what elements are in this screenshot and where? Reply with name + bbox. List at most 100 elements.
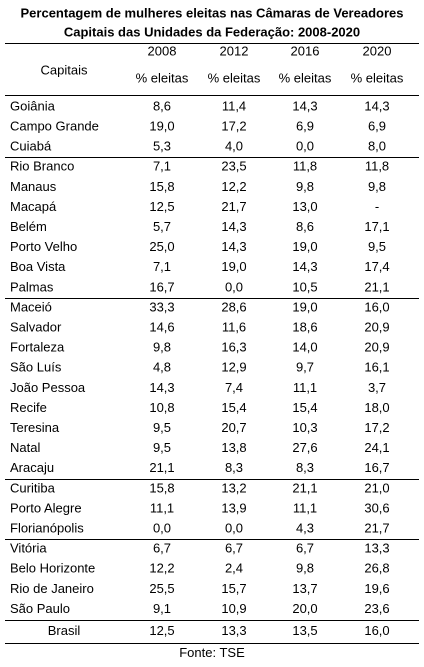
cell: 15,7 [221, 581, 246, 596]
capital-name: Natal [10, 440, 40, 455]
cell: 0,0 [296, 139, 314, 154]
cell: 21,1 [364, 279, 389, 294]
cell: 13,8 [221, 440, 246, 455]
cell: 14,0 [292, 340, 317, 355]
cell: 21,1 [149, 460, 174, 475]
capital-name: João Pessoa [10, 380, 86, 395]
cell: 9,8 [368, 179, 386, 194]
cell: 13,0 [292, 199, 317, 214]
cell: 23,5 [221, 159, 246, 174]
cell: 19,0 [292, 299, 317, 314]
capital-name: Recife [10, 400, 47, 415]
capital-name: Campo Grande [10, 119, 99, 134]
cell: 11,8 [293, 159, 317, 174]
cell: 14,3 [221, 239, 246, 254]
capital-name: Salvador [10, 320, 62, 335]
cell: 15,8 [149, 480, 174, 495]
cell: 19,0 [221, 259, 246, 274]
capital-name: Belém [10, 219, 47, 234]
capital-name: Boa Vista [10, 259, 66, 274]
cell: 16,3 [221, 340, 246, 355]
cell: 8,0 [368, 139, 386, 154]
cell: 9,7 [296, 360, 314, 375]
cell: 9,5 [368, 239, 386, 254]
cell: 5,7 [153, 219, 171, 234]
header-year: 2016 [291, 43, 320, 58]
cell: 14,3 [364, 98, 389, 113]
cell: 8,3 [296, 460, 314, 475]
cell: 19,6 [364, 581, 389, 596]
capital-name: Maceió [10, 299, 52, 314]
header-sub: % eleitas [351, 70, 404, 85]
header-year: 2008 [148, 43, 177, 58]
cell: 12,5 [149, 199, 174, 214]
cell: 25,5 [149, 581, 174, 596]
cell: 12,2 [221, 179, 246, 194]
cell: 14,3 [221, 219, 246, 234]
cell: 8,6 [296, 219, 314, 234]
cell: 9,5 [153, 440, 171, 455]
cell: 0,0 [225, 521, 243, 536]
source: Fonte: TSE [179, 645, 245, 660]
cell: 19,0 [292, 239, 317, 254]
cell: 6,7 [225, 541, 243, 556]
header-year: 2012 [220, 43, 249, 58]
header-sub: % eleitas [208, 70, 261, 85]
capital-name: Palmas [10, 279, 54, 294]
cell: 11,4 [222, 98, 246, 113]
cell: 9,8 [153, 340, 171, 355]
capital-name: Goiânia [10, 98, 56, 113]
cell: 18,6 [292, 320, 317, 335]
header-cell: Capitais [41, 62, 88, 77]
total-cell: 16,0 [364, 623, 389, 638]
capital-name: São Luís [10, 360, 62, 375]
cell: 12,2 [149, 561, 174, 576]
cell: 11,8 [365, 159, 389, 174]
total-cell: 13,3 [221, 623, 246, 638]
cell: 8,3 [225, 460, 243, 475]
cell: 2,4 [225, 561, 243, 576]
cell: 14,6 [149, 320, 174, 335]
cell: 30,6 [364, 500, 389, 515]
cell: 15,4 [221, 400, 246, 415]
cell: 16,0 [364, 299, 389, 314]
cell: 20,0 [292, 601, 317, 616]
capital-name: Manaus [10, 179, 57, 194]
cell: 20,9 [364, 320, 389, 335]
cell: 27,6 [292, 440, 317, 455]
cell: - [375, 199, 379, 214]
cell: 14,3 [292, 98, 317, 113]
cell: 21,1 [292, 480, 317, 495]
cell: 26,8 [364, 561, 389, 576]
cell: 13,7 [292, 581, 317, 596]
cell: 17,2 [364, 420, 389, 435]
cell: 18,0 [364, 400, 389, 415]
cell: 13,9 [221, 500, 246, 515]
title: Percentagem de mulheres eleitas nas Câma… [21, 5, 404, 20]
cell: 21,7 [221, 199, 246, 214]
cell: 21,0 [364, 480, 389, 495]
cell: 6,7 [296, 541, 314, 556]
cell: 11,1 [293, 500, 317, 515]
cell: 19,0 [149, 119, 174, 134]
cell: 7,1 [153, 259, 171, 274]
cell: 20,9 [364, 340, 389, 355]
capital-name: Fortaleza [10, 340, 65, 355]
cell: 9,1 [153, 601, 171, 616]
cell: 14,3 [292, 259, 317, 274]
cell: 12,9 [221, 360, 246, 375]
cell: 6,9 [296, 119, 314, 134]
cell: 7,1 [153, 159, 171, 174]
header-sub: % eleitas [279, 70, 332, 85]
cell: 25,0 [149, 239, 174, 254]
cell: 10,9 [221, 601, 246, 616]
cell: 17,4 [364, 259, 389, 274]
cell: 33,3 [149, 299, 174, 314]
cell: 13,3 [364, 541, 389, 556]
cell: 10,8 [149, 400, 174, 415]
title: Capitais das Unidades da Federação: 2008… [64, 24, 360, 39]
cell: 4,0 [225, 139, 243, 154]
capital-name: Porto Velho [10, 239, 77, 254]
cell: 24,1 [364, 440, 389, 455]
cell: 9,5 [153, 420, 171, 435]
